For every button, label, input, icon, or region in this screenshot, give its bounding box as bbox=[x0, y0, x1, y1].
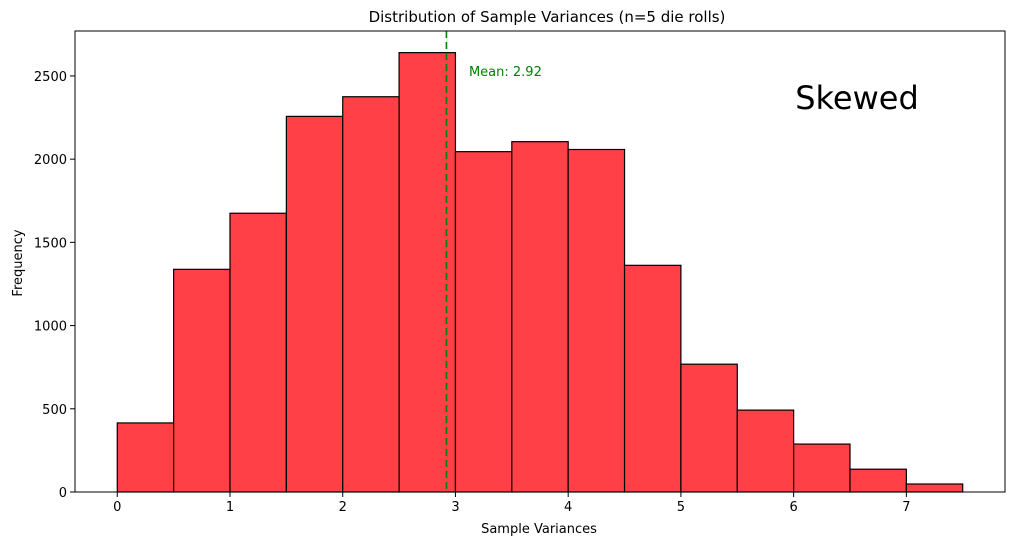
y-tick-label: 1000 bbox=[34, 320, 67, 335]
x-tick-label: 2 bbox=[339, 500, 347, 515]
histogram-bar-5 bbox=[398, 52, 457, 493]
histogram-bar-13 bbox=[849, 468, 907, 493]
histogram-bar-14 bbox=[905, 483, 964, 493]
y-axis-label: Frequency bbox=[11, 229, 26, 296]
histogram-bar-3 bbox=[285, 115, 344, 493]
mean-label: Mean: 2.92 bbox=[469, 65, 542, 80]
plot-frame bbox=[74, 30, 1006, 493]
histogram-bar-2 bbox=[229, 212, 287, 493]
histogram-bar-6 bbox=[454, 151, 513, 493]
y-tick-label: 2500 bbox=[34, 70, 67, 85]
x-tick-label: 4 bbox=[564, 500, 572, 515]
y-tick-label: 1500 bbox=[34, 236, 67, 251]
x-axis-ticks: 0 1 2 3 4 5 6 7 bbox=[113, 492, 911, 515]
x-tick-label: 3 bbox=[451, 500, 459, 515]
x-tick-label: 6 bbox=[789, 500, 797, 515]
histogram-bar-12 bbox=[793, 443, 851, 493]
histogram-bar-4 bbox=[342, 96, 400, 493]
x-axis-label: Sample Variances bbox=[481, 522, 597, 537]
histogram-bar-11 bbox=[736, 409, 795, 493]
chart-title: Distribution of Sample Variances (n=5 di… bbox=[369, 8, 726, 26]
histogram-bar-10 bbox=[680, 363, 738, 493]
histogram-bar-9 bbox=[623, 264, 682, 493]
histogram-bar-8 bbox=[567, 148, 626, 493]
histogram-bar-0 bbox=[116, 422, 175, 493]
histogram-bars bbox=[116, 52, 964, 493]
skewed-annotation: Skewed bbox=[795, 79, 919, 117]
histogram-bar-7 bbox=[511, 141, 569, 493]
x-tick-label: 7 bbox=[902, 500, 910, 515]
y-tick-label: 2000 bbox=[34, 153, 67, 168]
x-tick-label: 1 bbox=[226, 500, 234, 515]
y-axis-ticks: 0 500 1000 1500 2000 2500 bbox=[34, 70, 75, 501]
y-tick-label: 500 bbox=[42, 403, 67, 418]
x-tick-label: 5 bbox=[677, 500, 685, 515]
mean-marker: Mean: 2.92 bbox=[445, 31, 542, 492]
histogram-bar-1 bbox=[173, 268, 231, 493]
y-tick-label: 0 bbox=[59, 486, 67, 501]
x-tick-label: 0 bbox=[113, 500, 121, 515]
